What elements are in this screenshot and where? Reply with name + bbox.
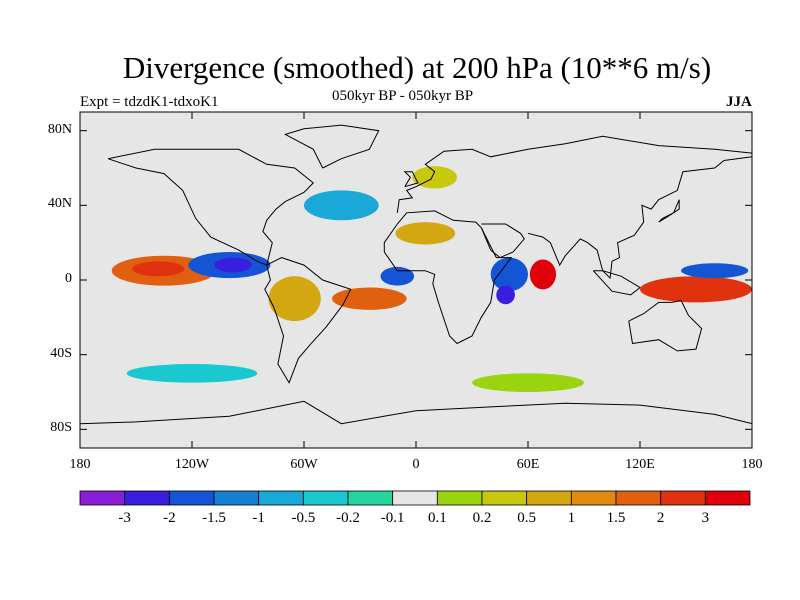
- colorbar-box: [347, 490, 394, 506]
- axis-ticks: [79, 112, 753, 448]
- region-pos-wpac: [640, 276, 752, 303]
- colorbar-box: [436, 490, 483, 506]
- region-neg-eafrica: [490, 257, 528, 292]
- colorbar-label: -2: [163, 510, 176, 526]
- region-neg-eafrica-core: [496, 285, 515, 305]
- colorbar-box: [481, 490, 528, 506]
- lon-label: 60E: [516, 457, 540, 472]
- colorbar-label: 1: [567, 510, 576, 526]
- period-label: 050kyr BP - 050kyr BP: [332, 88, 474, 104]
- coastline-3: [396, 135, 752, 213]
- region-neg-atlantic: [380, 266, 415, 286]
- colorbar-box: [213, 490, 260, 506]
- coastline-7: [80, 400, 752, 425]
- coastline-6: [628, 299, 703, 352]
- colorbar-box: [704, 490, 751, 506]
- coastline-0: [107, 148, 315, 266]
- colorbar-box: [392, 490, 438, 506]
- region-pos-indian: [529, 259, 557, 290]
- experiment-label: Expt = tdzdK1-tdxoK1: [80, 94, 219, 110]
- colorbar-label: -3: [118, 510, 131, 526]
- lon-label: 60W: [290, 457, 318, 472]
- lon-label: 180: [69, 457, 91, 472]
- region-pos-satlantic: [332, 287, 407, 310]
- colorbar-label: 2: [656, 510, 665, 526]
- colorbar-label: 0.1: [427, 510, 447, 526]
- region-neg-camerica-core: [214, 257, 252, 273]
- colorbar-box: [124, 490, 170, 506]
- region-pos-soc: [472, 373, 584, 392]
- lon-label: 120W: [174, 457, 210, 472]
- coastline-5: [527, 156, 752, 280]
- coastline-4: [480, 223, 525, 259]
- colorbar: [79, 490, 751, 506]
- colorbar-box: [526, 490, 572, 506]
- coastline-9: [592, 270, 641, 296]
- lat-label: 80N: [47, 121, 72, 137]
- colorbar-box: [258, 490, 304, 506]
- colorbar-box: [302, 490, 349, 506]
- colorbar-label: -1: [252, 510, 265, 526]
- colorbar-box: [79, 490, 126, 506]
- lat-label: 80S: [50, 420, 72, 436]
- region-neg-soc: [126, 364, 258, 383]
- colorbar-label: 1.5: [606, 510, 626, 526]
- lon-label: 0: [412, 457, 420, 472]
- region-pos-epac-core: [132, 261, 185, 277]
- coastline-2: [383, 210, 513, 345]
- colorbar-label: -0.2: [336, 510, 360, 526]
- season-label: JJA: [726, 94, 752, 110]
- divergence-field: [111, 166, 752, 392]
- region-neg-natl: [304, 190, 379, 221]
- lat-label: 0: [65, 271, 72, 286]
- lon-label: 180: [741, 457, 763, 472]
- coastlines: [80, 124, 752, 425]
- colorbar-label: 3: [701, 510, 710, 526]
- colorbar-box: [168, 490, 215, 506]
- lat-label: 40S: [50, 345, 72, 361]
- page-title: Divergence (smoothed) at 200 hPa (10**6 …: [122, 50, 712, 85]
- region-neg-npac: [681, 263, 749, 279]
- coastline-10: [658, 199, 680, 223]
- colorbar-box: [570, 490, 617, 506]
- coastline-1: [264, 257, 352, 384]
- colorbar-box: [615, 490, 662, 506]
- coastline-11: [403, 171, 419, 188]
- colorbar-label: -1.5: [202, 510, 226, 526]
- colorbar-label: -0.5: [291, 510, 316, 526]
- colorbar-box: [660, 490, 706, 506]
- lat-label: 40N: [47, 196, 72, 212]
- colorbar-label: 0.2: [472, 510, 492, 526]
- coastline-8: [283, 124, 380, 169]
- colorbar-label: -0.1: [380, 510, 405, 526]
- region-pos-samerica: [268, 276, 321, 322]
- lon-label: 120E: [625, 457, 655, 472]
- colorbar-label: 0.5: [517, 510, 537, 526]
- region-pos-nafrica: [395, 222, 456, 245]
